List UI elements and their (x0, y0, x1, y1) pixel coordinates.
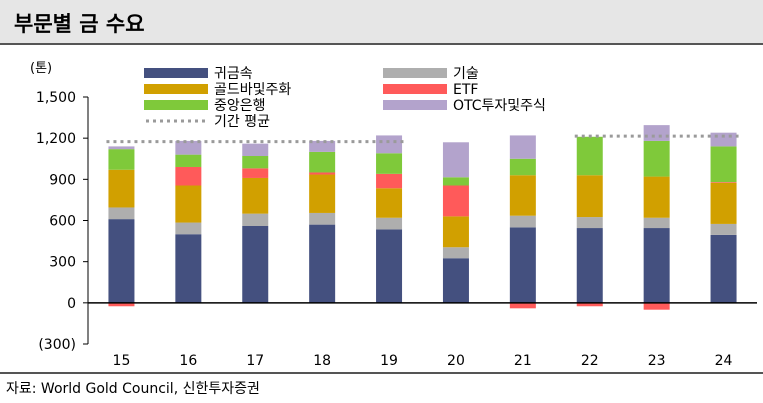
bottom-rule (0, 372, 763, 374)
legend-label-jewelry: 귀금속 (214, 66, 253, 82)
legend-swatch-technology (383, 68, 447, 78)
bar-segment-technology (242, 213, 269, 226)
bar-segment-otc (108, 146, 135, 150)
stacked-bar-chart: (톤) (300) 0 300 600 900 1,200 1,500 15 16 17 18 19 20… (30, 61, 757, 369)
bar-segment-otc (376, 135, 403, 154)
x-tick-label: 17 (246, 353, 264, 369)
bar-segment-etf (442, 185, 469, 217)
bar-segment-central_banks (376, 153, 403, 174)
bar-segment-central_banks (509, 158, 536, 176)
legend-swatch-bars_coins (144, 84, 208, 94)
bar-segment-etf (108, 302, 135, 307)
bar-segment-etf (643, 302, 670, 310)
legend-label-etf: ETF (453, 82, 478, 98)
bar-segment-bars_coins (576, 175, 603, 218)
y-tick-label: 600 (49, 214, 76, 230)
x-tick-label: 21 (514, 353, 532, 369)
chart-title: 부문별 금 수요 (14, 12, 145, 36)
bar-segment-central_banks (242, 156, 269, 169)
legend-label-average: 기간 평균 (214, 114, 270, 130)
legend-label-technology: 기술 (453, 66, 479, 82)
bar-segment-otc (509, 135, 536, 159)
bar-segment-jewelry (442, 258, 469, 303)
bar-segment-bars_coins (509, 175, 536, 216)
y-tick-label: 300 (49, 255, 76, 271)
x-tick-label: 15 (113, 353, 131, 369)
legend-label-bars_coins: 골드바및주화 (214, 82, 291, 98)
x-tick-label: 16 (179, 353, 197, 369)
bar-segment-etf (376, 173, 403, 189)
bar-segment-bars_coins (108, 169, 135, 208)
bar-segment-technology (108, 207, 135, 220)
bar-segment-central_banks (108, 149, 135, 170)
x-tick-label: 23 (648, 353, 666, 369)
bar-segment-bars_coins (643, 176, 670, 218)
bar-segment-technology (643, 217, 670, 229)
bar-segment-otc (643, 125, 670, 141)
bar-segment-jewelry (576, 228, 603, 303)
x-tick-label: 18 (313, 353, 331, 369)
bar-segment-otc (175, 140, 202, 155)
bar-segment-central_banks (710, 146, 737, 183)
bar-segment-bars_coins (376, 188, 403, 218)
bar-segment-technology (309, 212, 336, 225)
bar-segment-otc (442, 142, 469, 178)
bar-segment-jewelry (710, 234, 737, 303)
legend-swatch-otc (383, 100, 447, 110)
legend-swatch-jewelry (144, 68, 208, 78)
bar-segment-technology (442, 247, 469, 259)
legend-swatch-central_banks (144, 100, 208, 110)
bar-segment-central_banks (576, 136, 603, 176)
y-tick-label: 0 (67, 296, 76, 312)
bar-segment-bars_coins (242, 177, 269, 214)
bar-segment-etf (175, 166, 202, 186)
bar-segment-otc (309, 140, 336, 152)
bar-segment-central_banks (442, 177, 469, 186)
bar-segment-etf (242, 168, 269, 178)
bar-segment-etf (509, 302, 536, 309)
bar-segment-bars_coins (442, 216, 469, 248)
bar-segment-bars_coins (309, 174, 336, 213)
x-tick-label: 19 (380, 353, 398, 369)
legend-label-central_banks: 중앙은행 (214, 98, 266, 114)
bar-segment-bars_coins (175, 185, 202, 223)
x-tick-label: 24 (715, 353, 733, 369)
legend-swatch-etf (383, 84, 447, 94)
bar-segment-jewelry (309, 224, 336, 303)
y-tick-label: 1,500 (36, 90, 76, 106)
bar-segment-jewelry (376, 229, 403, 303)
source-note: 자료: World Gold Council, 신한투자증권 (6, 381, 260, 397)
y-tick-label: 1,200 (36, 131, 76, 147)
bar-segment-jewelry (509, 227, 536, 303)
bar-segment-etf (309, 172, 336, 175)
title-bar: 부문별 금 수요 (0, 0, 763, 45)
bar-segment-technology (576, 217, 603, 229)
y-tick-label: 900 (49, 172, 76, 188)
y-tick-label: (300) (38, 337, 76, 353)
bar-segment-bars_coins (710, 182, 737, 224)
bar-segment-technology (710, 223, 737, 235)
bar-segment-central_banks (309, 151, 336, 173)
bar-segment-central_banks (643, 140, 670, 177)
bar-segment-jewelry (643, 228, 670, 303)
bar-segment-otc (242, 143, 269, 157)
bar-segment-technology (376, 217, 403, 230)
bar-segment-jewelry (175, 234, 202, 303)
x-tick-label: 22 (581, 353, 599, 369)
x-tick-label: 20 (447, 353, 465, 369)
bar-segment-technology (509, 215, 536, 228)
bar-segment-etf (576, 302, 603, 307)
unit-label: (톤) (30, 61, 52, 76)
bar-segment-technology (175, 222, 202, 235)
legend-label-otc: OTC투자및주식 (453, 98, 546, 114)
bar-segment-etf (710, 182, 737, 183)
bar-segment-central_banks (175, 154, 202, 167)
bar-segment-jewelry (108, 219, 135, 303)
bar-segment-jewelry (242, 225, 269, 303)
